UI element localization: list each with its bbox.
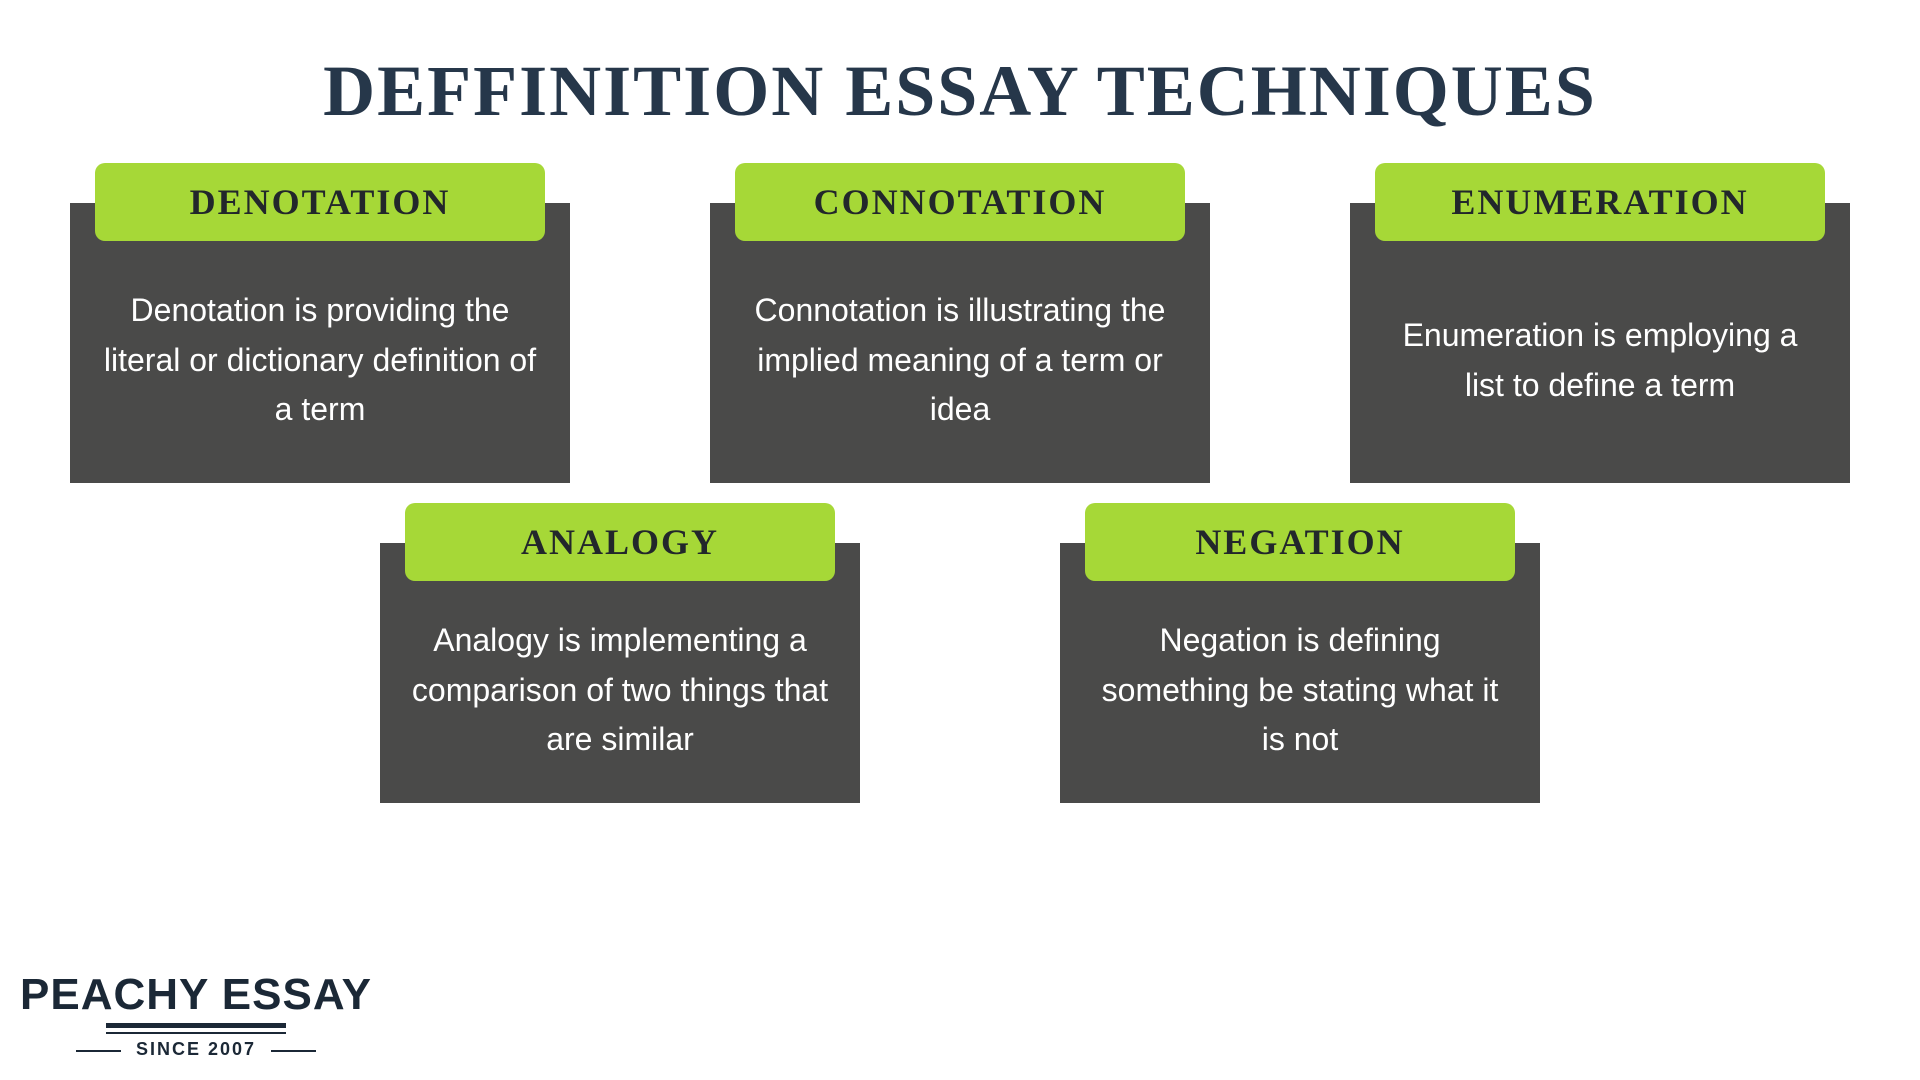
card-body-text: Denotation is providing the literal or d…: [100, 286, 540, 435]
card-body: Enumeration is employing a list to defin…: [1350, 203, 1850, 483]
card-body: Connotation is illustrating the implied …: [710, 203, 1210, 483]
card-connotation: Connotation is illustrating the implied …: [710, 203, 1210, 483]
page-title: DEFFINITION ESSAY TECHNIQUES: [0, 0, 1920, 133]
logo-divider: [106, 1023, 286, 1034]
card-label: CONNOTATION: [735, 163, 1185, 241]
card-body-text: Connotation is illustrating the implied …: [740, 286, 1180, 435]
brand-logo: PEACHY ESSAY SINCE 2007: [20, 973, 372, 1060]
card-body-text: Enumeration is employing a list to defin…: [1380, 311, 1820, 410]
logo-brand-text: PEACHY ESSAY: [20, 973, 372, 1017]
logo-since-text: SINCE 2007: [126, 1039, 266, 1060]
card-body: Analogy is implementing a comparison of …: [380, 543, 860, 803]
card-body: Negation is defining something be statin…: [1060, 543, 1540, 803]
card-body-text: Analogy is implementing a comparison of …: [410, 616, 830, 765]
card-enumeration: Enumeration is employing a list to defin…: [1350, 203, 1850, 483]
card-negation: Negation is defining something be statin…: [1060, 543, 1540, 803]
card-label: NEGATION: [1085, 503, 1515, 581]
card-row-1: Denotation is providing the literal or d…: [0, 203, 1920, 483]
card-row-2: Analogy is implementing a comparison of …: [0, 543, 1920, 803]
card-denotation: Denotation is providing the literal or d…: [70, 203, 570, 483]
card-analogy: Analogy is implementing a comparison of …: [380, 543, 860, 803]
card-label: ANALOGY: [405, 503, 835, 581]
card-label: ENUMERATION: [1375, 163, 1825, 241]
card-body: Denotation is providing the literal or d…: [70, 203, 570, 483]
card-body-text: Negation is defining something be statin…: [1090, 616, 1510, 765]
card-label: DENOTATION: [95, 163, 545, 241]
